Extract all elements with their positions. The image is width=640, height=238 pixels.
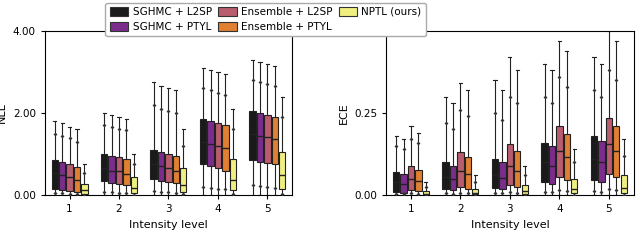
PathPatch shape xyxy=(230,159,236,190)
PathPatch shape xyxy=(131,177,137,193)
PathPatch shape xyxy=(74,167,80,192)
PathPatch shape xyxy=(556,126,563,177)
PathPatch shape xyxy=(457,153,463,187)
Legend: SGHMC + L2SP, SGHMC + PTYL, Ensemble + L2SP, Ensemble + PTYL, NPTL (ours): SGHMC + L2SP, SGHMC + PTYL, Ensemble + L… xyxy=(106,3,426,36)
PathPatch shape xyxy=(222,125,228,170)
Y-axis label: NLL: NLL xyxy=(0,103,7,124)
PathPatch shape xyxy=(541,143,548,182)
PathPatch shape xyxy=(165,154,172,182)
X-axis label: Intensity level: Intensity level xyxy=(129,220,208,230)
PathPatch shape xyxy=(81,184,88,194)
PathPatch shape xyxy=(124,159,129,185)
PathPatch shape xyxy=(522,185,528,194)
PathPatch shape xyxy=(67,164,73,191)
PathPatch shape xyxy=(571,179,577,193)
PathPatch shape xyxy=(442,162,449,189)
PathPatch shape xyxy=(207,121,214,166)
PathPatch shape xyxy=(450,166,456,190)
PathPatch shape xyxy=(257,113,263,162)
PathPatch shape xyxy=(200,119,206,164)
PathPatch shape xyxy=(465,157,471,188)
PathPatch shape xyxy=(52,160,58,189)
PathPatch shape xyxy=(59,162,65,190)
PathPatch shape xyxy=(472,188,479,194)
PathPatch shape xyxy=(514,151,520,187)
PathPatch shape xyxy=(272,117,278,164)
PathPatch shape xyxy=(598,141,605,182)
PathPatch shape xyxy=(507,144,513,185)
PathPatch shape xyxy=(591,136,597,180)
PathPatch shape xyxy=(180,169,186,192)
PathPatch shape xyxy=(401,174,406,193)
PathPatch shape xyxy=(150,150,157,179)
X-axis label: Intensity level: Intensity level xyxy=(470,220,549,230)
PathPatch shape xyxy=(564,134,570,180)
PathPatch shape xyxy=(173,156,179,183)
Y-axis label: ECE: ECE xyxy=(339,102,349,124)
PathPatch shape xyxy=(499,162,506,189)
PathPatch shape xyxy=(215,123,221,169)
PathPatch shape xyxy=(492,159,498,188)
PathPatch shape xyxy=(605,118,612,174)
PathPatch shape xyxy=(621,175,627,193)
PathPatch shape xyxy=(549,146,555,184)
PathPatch shape xyxy=(158,152,164,181)
PathPatch shape xyxy=(279,152,285,189)
PathPatch shape xyxy=(116,157,122,184)
PathPatch shape xyxy=(422,191,429,194)
PathPatch shape xyxy=(101,154,108,181)
PathPatch shape xyxy=(408,166,414,190)
PathPatch shape xyxy=(415,169,422,191)
PathPatch shape xyxy=(613,126,620,177)
PathPatch shape xyxy=(264,115,271,163)
PathPatch shape xyxy=(108,156,115,183)
PathPatch shape xyxy=(393,172,399,192)
PathPatch shape xyxy=(250,111,256,160)
